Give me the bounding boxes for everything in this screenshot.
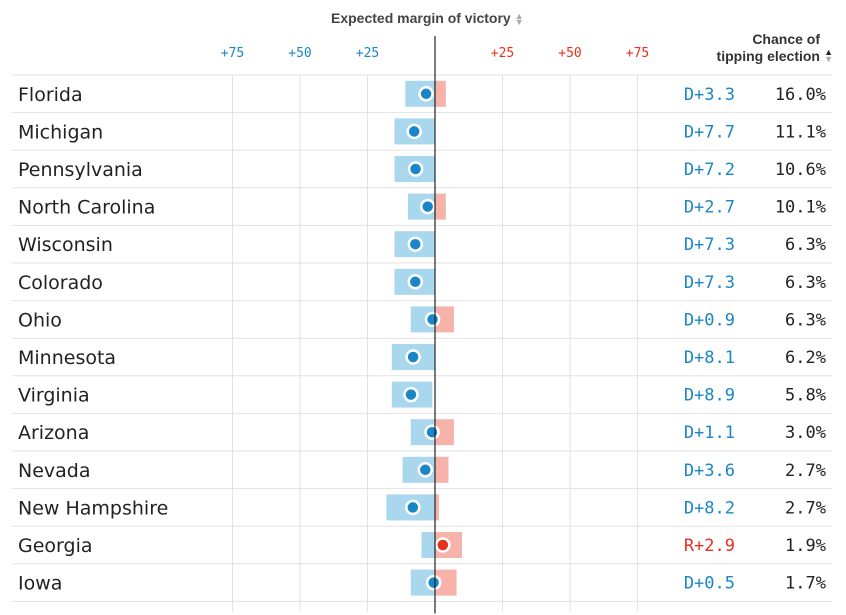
state-label: Colorado bbox=[18, 272, 103, 294]
chance-label: 6.3% bbox=[785, 310, 826, 330]
margin-dot[interactable] bbox=[419, 198, 436, 215]
margin-dot[interactable] bbox=[418, 86, 434, 102]
x-tick-label: +75 bbox=[221, 46, 244, 61]
state-label: Nevada bbox=[18, 460, 91, 482]
margin-label: D+3.3 bbox=[684, 85, 735, 105]
margin-label: D+8.2 bbox=[684, 498, 735, 518]
chance-label: 1.9% bbox=[785, 536, 826, 556]
margin-label: D+0.5 bbox=[684, 574, 735, 594]
margin-dot[interactable] bbox=[403, 386, 419, 403]
margin-dot[interactable] bbox=[407, 236, 424, 252]
margin-label: D+1.1 bbox=[684, 423, 735, 443]
margin-label: D+7.2 bbox=[684, 160, 735, 180]
range-bar-rep bbox=[435, 193, 446, 220]
margin-label: D+7.3 bbox=[684, 273, 735, 293]
chart-title[interactable]: Expected margin of victory ▲ ▼ bbox=[331, 10, 524, 28]
margin-dot[interactable] bbox=[407, 161, 424, 177]
chance-label: 5.8% bbox=[785, 386, 826, 406]
sort-arrows-icon[interactable]: ▲ ▼ bbox=[514, 11, 524, 28]
margin-label: D+8.1 bbox=[684, 348, 735, 368]
chance-label: 10.6% bbox=[775, 160, 826, 180]
range-bar-rep bbox=[435, 80, 446, 107]
x-tick-label: +50 bbox=[558, 46, 581, 61]
margin-label: D+2.7 bbox=[684, 198, 735, 218]
x-tick-label: +25 bbox=[491, 46, 514, 61]
x-tick-label: +25 bbox=[356, 46, 379, 61]
chance-label: 10.1% bbox=[775, 198, 826, 218]
state-label: Florida bbox=[18, 84, 83, 106]
state-label: Wisconsin bbox=[18, 234, 113, 256]
margin-label: R+2.9 bbox=[684, 536, 735, 556]
chance-label: 6.3% bbox=[785, 273, 826, 293]
state-label: Michigan bbox=[18, 121, 103, 143]
state-label: North Carolina bbox=[18, 197, 155, 219]
chance-header-line2: tipping election bbox=[716, 48, 820, 64]
range-bar-rep bbox=[435, 456, 449, 483]
state-label: Arizona bbox=[18, 422, 89, 444]
state-label: Ohio bbox=[18, 309, 62, 331]
chance-label: 6.3% bbox=[785, 235, 826, 255]
range-bar-rep bbox=[435, 494, 440, 521]
margin-dot[interactable] bbox=[424, 311, 441, 328]
range-bar-rep bbox=[435, 569, 457, 596]
margin-dot[interactable] bbox=[417, 462, 434, 478]
range-bar-rep bbox=[435, 306, 454, 333]
margin-dot[interactable] bbox=[424, 424, 440, 440]
margin-label: D+3.6 bbox=[684, 461, 735, 481]
margin-dot[interactable] bbox=[405, 499, 421, 516]
state-label: Iowa bbox=[18, 573, 62, 595]
state-label: Minnesota bbox=[18, 347, 116, 369]
state-label: New Hampshire bbox=[18, 497, 168, 519]
chance-label: 11.1% bbox=[775, 122, 826, 142]
chance-label: 16.0% bbox=[775, 85, 826, 105]
chance-header-line1: Chance of bbox=[752, 31, 820, 47]
margin-label: D+7.7 bbox=[684, 122, 735, 142]
state-label: Virginia bbox=[18, 385, 90, 407]
margin-dot[interactable] bbox=[407, 274, 424, 290]
margin-label: D+0.9 bbox=[684, 310, 735, 330]
chance-label: 1.7% bbox=[785, 574, 826, 594]
state-label: Pennsylvania bbox=[18, 159, 143, 181]
margin-label: D+8.9 bbox=[684, 386, 735, 406]
range-bar-dem bbox=[421, 532, 435, 558]
x-tick-label: +75 bbox=[626, 46, 649, 61]
margin-label: D+7.3 bbox=[684, 235, 735, 255]
chart-title-text: Expected margin of victory bbox=[331, 10, 511, 26]
chance-label: 6.2% bbox=[785, 348, 826, 368]
state-label: Georgia bbox=[18, 535, 93, 557]
margin-dot[interactable] bbox=[435, 537, 451, 553]
margin-dot[interactable] bbox=[406, 123, 422, 140]
chance-column-header[interactable]: Chance of tipping election bbox=[717, 31, 820, 65]
sort-toggle-icon[interactable]: ▲ ▼ bbox=[824, 47, 833, 64]
chance-label: 2.7% bbox=[785, 461, 826, 481]
range-bar-rep bbox=[435, 419, 454, 446]
x-tick-label: +50 bbox=[288, 46, 311, 61]
chance-label: 3.0% bbox=[785, 423, 826, 443]
chance-label: 2.7% bbox=[785, 498, 826, 518]
margin-dot[interactable] bbox=[405, 349, 421, 365]
margin-dot[interactable] bbox=[425, 574, 442, 591]
